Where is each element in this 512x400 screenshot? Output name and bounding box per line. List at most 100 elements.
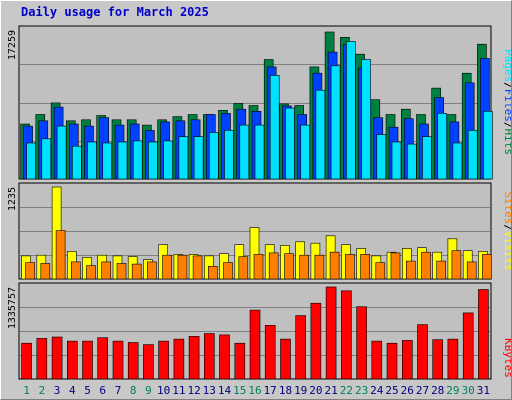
- x-tick-label: 24: [370, 384, 384, 397]
- x-tick-label: 4: [69, 384, 76, 397]
- pages-bar: [117, 141, 128, 180]
- pages-bar: [163, 140, 173, 180]
- pages-bar: [148, 141, 158, 180]
- kbytes-bar: [143, 344, 154, 380]
- kbytes-bar: [204, 333, 215, 380]
- x-tick-label: 13: [203, 384, 216, 397]
- kbytes-bar: [478, 289, 489, 380]
- x-tick-label: 6: [99, 384, 106, 397]
- sites-bar: [451, 250, 462, 280]
- pages-bar: [406, 143, 417, 180]
- kbytes-bar: [295, 315, 307, 380]
- pages-bar: [300, 124, 311, 180]
- ymax-label: 17259: [7, 30, 18, 60]
- kbytes-bar: [432, 339, 444, 380]
- ymax-label: 1235: [7, 187, 18, 211]
- sites-bar: [345, 254, 355, 280]
- kbytes-bar: [249, 309, 261, 380]
- sites-bar: [40, 263, 51, 280]
- kbytes-bar: [310, 302, 322, 380]
- kbytes-bar: [447, 338, 459, 380]
- kbytes-bar: [67, 340, 78, 380]
- kbytes-bar: [462, 312, 474, 380]
- kbytes-bar: [82, 340, 93, 380]
- kbytes-bar: [264, 324, 276, 380]
- kbytes-bar: [341, 290, 352, 380]
- x-tick-label: 7: [115, 384, 122, 397]
- pages-bar: [87, 141, 97, 180]
- pages-bar: [224, 130, 234, 180]
- pages-bar: [132, 140, 143, 180]
- sites-bar: [253, 254, 264, 280]
- kbytes-bar: [97, 337, 108, 380]
- pages-bar: [391, 141, 402, 180]
- sites-bar: [147, 261, 157, 280]
- sites-bar: [71, 261, 81, 280]
- pages-bar: [239, 124, 250, 180]
- x-tick-label: 19: [294, 384, 307, 397]
- pages-bar: [193, 136, 204, 180]
- sites-bar: [360, 254, 370, 280]
- x-tick-label: 9: [145, 384, 152, 397]
- x-tick-label: 18: [279, 384, 292, 397]
- legend-entry: Pages: [502, 49, 511, 82]
- kbytes-bar: [112, 340, 124, 380]
- kbytes-bar: [280, 338, 291, 380]
- x-tick-label: 30: [462, 384, 475, 397]
- sites-bar: [405, 260, 416, 280]
- pages-bar: [361, 59, 371, 180]
- kbytes-bar: [21, 342, 32, 380]
- sites-bar: [238, 256, 249, 280]
- legend-visits-sites: Sites/Visits: [502, 191, 511, 271]
- kbytes-bar: [36, 338, 48, 380]
- pages-bar: [285, 107, 295, 180]
- x-tick-label: 22: [340, 384, 353, 397]
- kbytes-bar: [188, 335, 200, 380]
- x-tick-label: 26: [401, 384, 414, 397]
- x-tick-label: 8: [130, 384, 137, 397]
- pages-bar: [483, 111, 493, 180]
- sites-bar: [223, 262, 233, 280]
- x-tick-label: 21: [324, 384, 337, 397]
- x-tick-label: 1: [23, 384, 30, 397]
- pages-bar: [254, 124, 265, 180]
- chart-title: Daily usage for March 2025: [21, 5, 209, 19]
- sites-bar: [466, 261, 477, 280]
- pages-bar: [209, 132, 219, 180]
- sites-bar: [375, 262, 386, 280]
- kbytes-bar: [325, 286, 337, 380]
- sites-bar: [101, 261, 111, 280]
- sites-bar: [162, 254, 172, 280]
- kbytes-bar: [173, 338, 185, 380]
- x-tick-label: 15: [233, 384, 246, 397]
- kbytes-bar: [417, 324, 428, 380]
- sites-bar: [482, 254, 492, 280]
- legend-entry: KBytes: [502, 338, 511, 378]
- sites-bar: [390, 252, 401, 280]
- sites-bar: [131, 263, 142, 280]
- sites-bar: [86, 265, 96, 280]
- kbytes-bar: [356, 306, 367, 380]
- x-tick-label: 2: [38, 384, 45, 397]
- pages-bar: [452, 142, 463, 180]
- legend-entry: Files: [502, 89, 511, 122]
- x-tick-label: 29: [446, 384, 459, 397]
- ymax-label: 1335757: [7, 287, 18, 329]
- pages-bar: [178, 136, 189, 180]
- x-tick-label: 20: [309, 384, 322, 397]
- legend-entry: Visits: [502, 231, 511, 271]
- x-tick-label: 31: [477, 384, 490, 397]
- pages-bar: [422, 136, 432, 180]
- kbytes-bar: [234, 342, 246, 380]
- x-tick-label: 27: [416, 384, 429, 397]
- legend-kbytes: KBytes: [502, 338, 511, 378]
- kbytes-bar: [51, 336, 63, 380]
- sites-bar: [314, 254, 325, 280]
- pages-bar: [315, 89, 326, 180]
- x-tick-label: 14: [218, 384, 232, 397]
- x-tick-label: 23: [355, 384, 368, 397]
- legend-entry: Sites: [502, 191, 511, 224]
- pages-bar: [72, 145, 82, 180]
- x-tick-label: 17: [264, 384, 277, 397]
- kbytes-bar: [127, 342, 139, 380]
